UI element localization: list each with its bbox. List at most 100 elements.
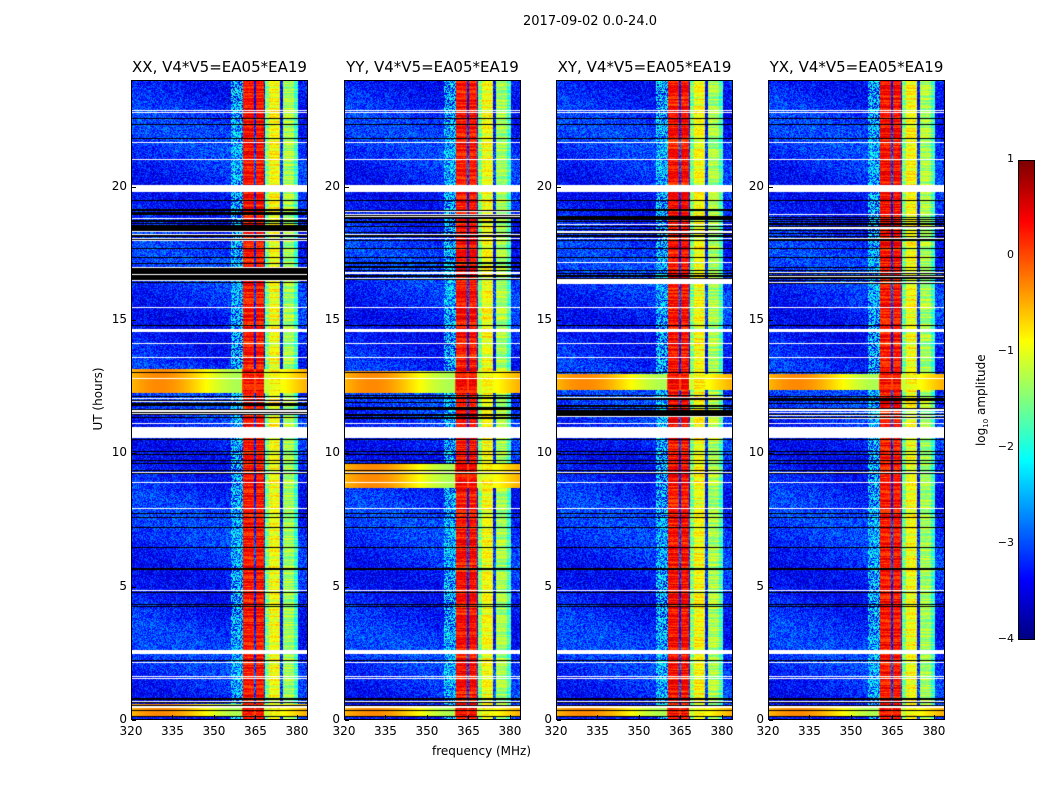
x-tick-label: 380 bbox=[922, 724, 946, 738]
x-tick-mark bbox=[556, 715, 557, 719]
spectrogram-panel-4 bbox=[768, 80, 945, 720]
colorbar-label-rest: amplitude bbox=[973, 354, 988, 419]
x-tick-label: 320 bbox=[756, 724, 780, 738]
spectrogram-heatmap bbox=[769, 81, 944, 719]
x-tick-mark bbox=[385, 715, 387, 719]
x-tick-label: 365 bbox=[244, 724, 267, 738]
y-tick-label: 20 bbox=[748, 178, 764, 193]
colorbar-tick-label: 0 bbox=[1007, 248, 1014, 261]
x-tick-label: 350 bbox=[415, 724, 439, 738]
x-tick-label: 335 bbox=[161, 724, 184, 738]
x-tick-mark bbox=[850, 715, 852, 719]
colorbar-tick-label: −3 bbox=[997, 536, 1014, 549]
y-tick-mark bbox=[557, 186, 561, 188]
y-tick-mark bbox=[557, 586, 561, 588]
panel-title: XX, V4*V5=EA05*EA19 bbox=[132, 58, 307, 76]
y-tick-mark bbox=[132, 453, 136, 455]
figure-title: 2017-09-02 0.0-24.0 bbox=[523, 14, 657, 29]
x-tick-mark bbox=[468, 715, 470, 719]
x-axis-label: frequency (MHz) bbox=[432, 744, 532, 758]
y-tick-mark bbox=[769, 320, 773, 321]
x-tick-mark bbox=[892, 715, 894, 719]
x-tick-mark bbox=[131, 715, 132, 719]
colorbar-label-main: log bbox=[973, 427, 988, 447]
x-tick-label: 380 bbox=[285, 724, 309, 738]
x-tick-mark bbox=[426, 715, 428, 719]
y-tick-mark bbox=[345, 453, 349, 455]
x-tick-mark bbox=[768, 715, 769, 719]
x-tick-mark bbox=[255, 715, 257, 719]
x-tick-mark bbox=[721, 715, 723, 719]
x-tick-label: 350 bbox=[627, 724, 651, 738]
y-tick-label: 5 bbox=[544, 578, 552, 593]
panel-title: XY, V4*V5=EA05*EA19 bbox=[557, 58, 732, 76]
y-tick-mark bbox=[132, 586, 136, 588]
colorbar bbox=[1018, 160, 1035, 640]
y-tick-mark bbox=[557, 720, 561, 721]
x-tick-label: 365 bbox=[881, 724, 904, 738]
x-tick-mark bbox=[344, 715, 345, 719]
colorbar-tick-label: −4 bbox=[997, 632, 1014, 645]
x-tick-label: 380 bbox=[710, 724, 734, 738]
y-tick-label: 10 bbox=[536, 445, 552, 460]
y-tick-mark bbox=[345, 720, 349, 721]
panel-title: YY, V4*V5=EA05*EA19 bbox=[346, 58, 519, 76]
y-tick-mark bbox=[132, 186, 136, 188]
x-tick-label: 350 bbox=[202, 724, 226, 738]
y-tick-mark bbox=[345, 320, 349, 321]
x-tick-mark bbox=[509, 715, 511, 719]
y-tick-mark bbox=[769, 720, 773, 721]
y-tick-mark bbox=[769, 453, 773, 455]
x-tick-mark bbox=[597, 715, 599, 719]
y-tick-mark bbox=[769, 586, 773, 588]
y-tick-label: 15 bbox=[748, 312, 764, 326]
x-tick-label: 350 bbox=[839, 724, 863, 738]
spectrogram-heatmap bbox=[132, 81, 307, 719]
x-tick-label: 320 bbox=[119, 724, 143, 738]
y-tick-label: 15 bbox=[111, 312, 127, 326]
x-tick-label: 335 bbox=[798, 724, 821, 738]
y-tick-label: 0 bbox=[544, 712, 552, 726]
y-tick-label: 0 bbox=[756, 712, 764, 726]
x-tick-mark bbox=[296, 715, 298, 719]
x-tick-mark bbox=[680, 715, 682, 719]
y-tick-label: 20 bbox=[324, 178, 340, 193]
y-tick-label: 20 bbox=[111, 178, 127, 193]
y-tick-label: 5 bbox=[756, 578, 764, 593]
x-tick-mark bbox=[933, 715, 935, 719]
y-tick-mark bbox=[132, 720, 136, 721]
y-tick-label: 0 bbox=[119, 712, 127, 726]
y-tick-label: 5 bbox=[332, 578, 340, 593]
y-tick-mark bbox=[557, 453, 561, 455]
spectrogram-heatmap bbox=[557, 81, 732, 719]
y-tick-mark bbox=[557, 320, 561, 321]
x-tick-mark bbox=[809, 715, 811, 719]
x-tick-mark bbox=[172, 715, 174, 719]
y-tick-label: 20 bbox=[536, 178, 552, 193]
spectrogram-heatmap bbox=[345, 81, 520, 719]
y-tick-label: 5 bbox=[119, 578, 127, 593]
colorbar-label: log10 amplitude bbox=[974, 340, 990, 460]
x-tick-label: 320 bbox=[332, 724, 356, 738]
colorbar-tick-label: −2 bbox=[997, 440, 1014, 453]
y-tick-mark bbox=[769, 186, 773, 188]
x-tick-label: 380 bbox=[498, 724, 522, 738]
panel-title: YX, V4*V5=EA05*EA19 bbox=[769, 58, 944, 76]
spectrogram-panel-2 bbox=[344, 80, 521, 720]
y-axis-label: UT (hours) bbox=[91, 367, 105, 431]
colorbar-gradient bbox=[1019, 161, 1034, 639]
x-tick-label: 335 bbox=[374, 724, 397, 738]
y-tick-label: 10 bbox=[748, 445, 764, 460]
x-tick-label: 320 bbox=[544, 724, 568, 738]
y-tick-mark bbox=[345, 186, 349, 188]
colorbar-tick-label: 1 bbox=[1007, 152, 1014, 165]
x-tick-label: 365 bbox=[457, 724, 480, 738]
colorbar-label-sub: 10 bbox=[982, 418, 991, 428]
x-tick-label: 335 bbox=[586, 724, 609, 738]
y-tick-label: 10 bbox=[111, 445, 127, 460]
y-tick-mark bbox=[132, 320, 136, 321]
spectrogram-panel-1 bbox=[131, 80, 308, 720]
y-tick-label: 0 bbox=[332, 712, 340, 726]
x-tick-label: 365 bbox=[669, 724, 692, 738]
